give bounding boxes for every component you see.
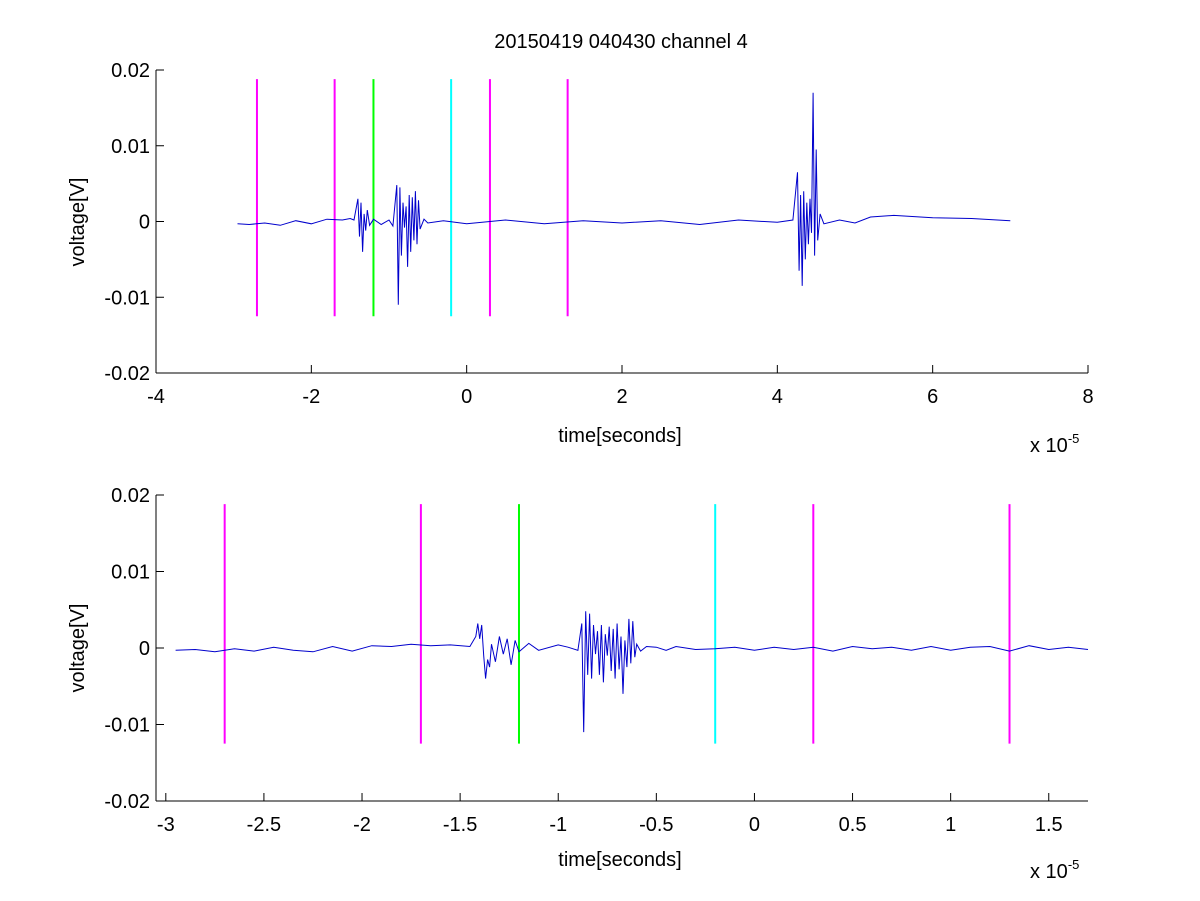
top-plot-area: [156, 70, 1088, 373]
bottom-x-tick-label-6: 0: [749, 814, 760, 836]
bottom-x-tick-label-7: 0.5: [839, 814, 867, 836]
bottom-y-tick-label-3: -0.01: [104, 715, 150, 737]
bottom-x-tick-label-1: -2.5: [247, 814, 281, 836]
bottom-event-markers: [223, 504, 1011, 744]
top-signal-line-0: [237, 92, 1011, 305]
top-x-multiplier: x 10-5: [1030, 431, 1079, 457]
top-y-ticks: 0.02 0.01 0 -0.01 -0.02: [104, 60, 164, 385]
bottom-plot-area: [156, 495, 1088, 801]
top-y-tick-label-3: -0.01: [104, 287, 150, 309]
bottom-x-axis-label: time[seconds]: [558, 849, 681, 871]
bottom-x-ticks: -3 -2.5 -2 -1.5 -1 -0.5 0 0.5 1 1.5: [157, 793, 1063, 836]
top-y-tick-label-1: 0.01: [111, 136, 150, 158]
top-x-tick-label-4: 4: [772, 386, 783, 408]
top-x-tick-label-5: 6: [927, 386, 938, 408]
bottom-x-tick-label-8: 1: [945, 814, 956, 836]
top-y-tick-label-4: -0.02: [104, 363, 150, 385]
top-x-tick-label-3: 2: [616, 386, 627, 408]
bottom-x-tick-label-5: -0.5: [639, 814, 673, 836]
top-y-tick-label-0: 0.02: [111, 60, 150, 82]
bottom-y-tick-label-4: -0.02: [104, 791, 150, 813]
top-x-multiplier-exponent: -5: [1068, 431, 1080, 446]
bottom-signal-series: [175, 611, 1089, 733]
top-x-tick-label-6: 8: [1082, 386, 1093, 408]
top-signal-series: [237, 92, 1011, 305]
bottom-x-multiplier: x 10-5: [1030, 857, 1079, 883]
top-x-tick-label-0: -4: [147, 386, 165, 408]
bottom-x-tick-label-3: -1.5: [443, 814, 477, 836]
top-y-tick-label-2: 0: [139, 212, 150, 234]
bottom-x-tick-label-2: -2: [353, 814, 371, 836]
top-y-axis-label: voltage[V]: [67, 178, 89, 267]
bottom-y-tick-label-2: 0: [139, 638, 150, 660]
top-x-tick-label-1: -2: [302, 386, 320, 408]
top-x-ticks: -4 -2 0 2 4 6 8: [147, 365, 1094, 408]
bottom-y-tick-label-0: 0.02: [111, 485, 150, 507]
top-x-axis-label: time[seconds]: [558, 425, 681, 447]
bottom-signal-line-0: [175, 611, 1089, 733]
top-x-multiplier-base: x 10: [1030, 435, 1068, 457]
bottom-y-ticks: 0.02 0.01 0 -0.01 -0.02: [104, 485, 164, 813]
top-x-tick-label-2: 0: [461, 386, 472, 408]
bottom-x-tick-label-9: 1.5: [1035, 814, 1063, 836]
bottom-plot: -3 -2.5 -2 -1.5 -1 -0.5 0 0.5 1 1.5 0.02 0.01 0 -0.0…: [67, 485, 1089, 883]
bottom-x-tick-label-0: -3: [157, 814, 175, 836]
figure-title: 20150419 040430 channel 4: [494, 31, 748, 53]
bottom-x-tick-label-4: -1: [549, 814, 567, 836]
bottom-y-tick-label-1: 0.01: [111, 562, 150, 584]
top-event-markers: [255, 79, 569, 317]
bottom-x-multiplier-exponent: -5: [1068, 857, 1080, 872]
bottom-x-multiplier-base: x 10: [1030, 861, 1068, 883]
top-plot: -4 -2 0 2 4 6 8 0.02 0.01 0 -0.01 -0.02 time[secon…: [67, 60, 1094, 457]
bottom-y-axis-label: voltage[V]: [67, 604, 89, 693]
